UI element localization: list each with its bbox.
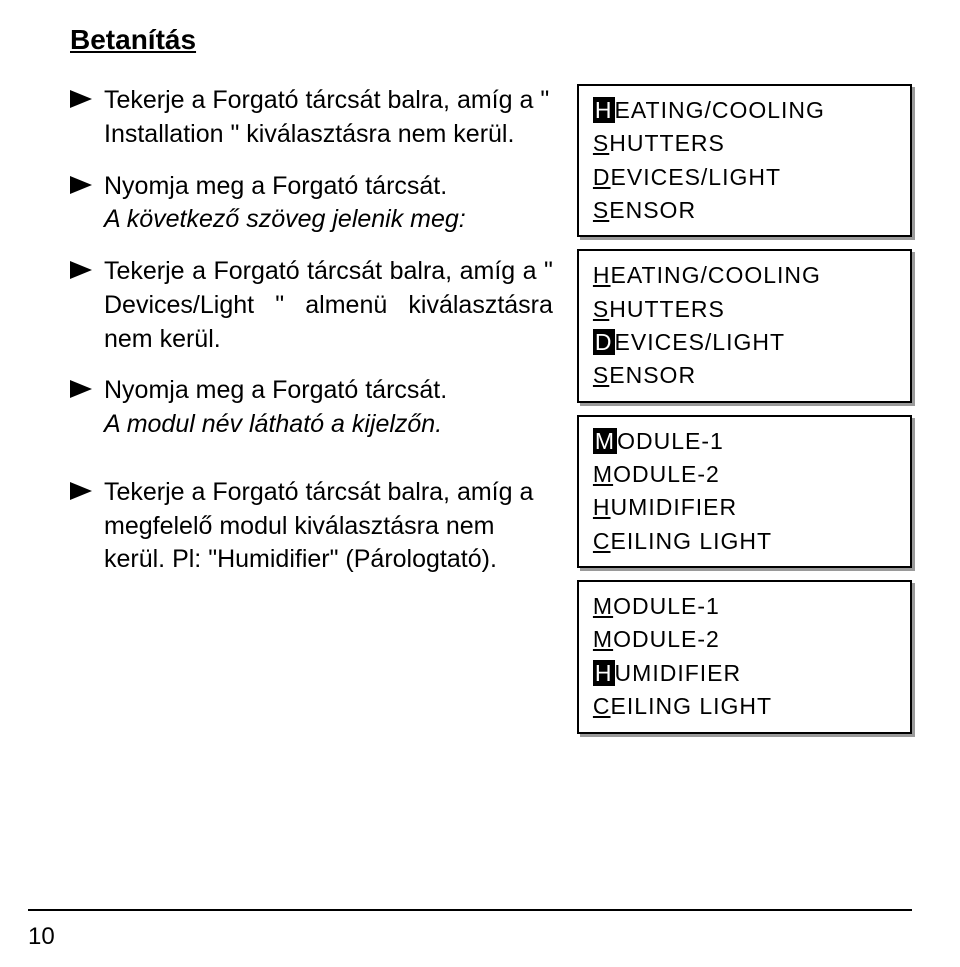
triangle-icon [70,176,92,194]
display-line-rest: UMIDIFIER [615,660,742,686]
display-box-3: MODULE-1MODULE-2HUMIDIFIERCEILING LIGHT [577,415,912,568]
display-line: SENSOR [593,359,896,392]
display-line-prefix: M [593,626,613,652]
right-column: HEATING/COOLINGSHUTTERSDEVICES/LIGHTSENS… [577,84,912,734]
triangle-icon [70,380,92,398]
step-text: Tekerje a Forgató tárcsát balra, amíg a … [104,257,553,353]
display-line: HEATING/COOLING [593,94,896,127]
display-line: CEILING LIGHT [593,690,896,723]
display-box-4: MODULE-1MODULE-2HUMIDIFIERCEILING LIGHT [577,580,912,733]
display-line: MODULE-1 [593,425,896,458]
page-number: 10 [28,923,55,951]
content-columns: Tekerje a Forgató tárcsát balra, amíg a … [70,84,912,734]
display-line-prefix: S [593,362,609,388]
display-line: HEATING/COOLING [593,259,896,292]
display-line-rest: EILING LIGHT [611,528,773,554]
display-line: MODULE-1 [593,590,896,623]
step-text: Nyomja meg a Forgató tárcsát. [104,376,447,404]
display-line-prefix: H [593,494,611,520]
step-1: Tekerje a Forgató tárcsát balra, amíg a … [70,84,553,152]
display-line-rest: EATING/COOLING [615,97,825,123]
display-line-prefix: S [593,296,609,322]
footer-rule [28,909,912,911]
step-text: Nyomja meg a Forgató tárcsát. [104,172,447,200]
step-5: Tekerje a Forgató tárcsát balra, amíg a … [70,476,553,577]
triangle-icon [70,261,92,279]
display-line-prefix: H [593,97,615,123]
display-line-rest: UMIDIFIER [611,494,738,520]
display-line-rest: ODULE-2 [613,461,720,487]
step-text: Tekerje a Forgató tárcsát balra, amíg a … [104,478,533,574]
display-line-rest: EILING LIGHT [611,693,773,719]
display-line: SHUTTERS [593,127,896,160]
display-line-rest: EATING/COOLING [611,262,821,288]
display-box-2: HEATING/COOLINGSHUTTERSDEVICES/LIGHTSENS… [577,249,912,402]
step-subtext: A következő szöveg jelenik meg: [104,205,466,233]
display-line-rest: ODULE-1 [613,593,720,619]
display-line-rest: EVICES/LIGHT [611,164,781,190]
display-line: DEVICES/LIGHT [593,161,896,194]
display-line-prefix: D [593,164,611,190]
display-line-prefix: C [593,693,611,719]
display-line-rest: ENSOR [609,197,696,223]
display-line: HUMIDIFIER [593,657,896,690]
display-line-prefix: H [593,660,615,686]
left-column: Tekerje a Forgató tárcsát balra, amíg a … [70,84,553,734]
display-line: SHUTTERS [593,293,896,326]
step-3: Tekerje a Forgató tárcsát balra, amíg a … [70,255,553,356]
display-line-rest: HUTTERS [609,296,725,322]
display-line-prefix: M [593,461,613,487]
page-title: Betanítás [70,24,912,56]
display-box-1: HEATING/COOLINGSHUTTERSDEVICES/LIGHTSENS… [577,84,912,237]
display-line-prefix: S [593,130,609,156]
step-4: Nyomja meg a Forgató tárcsát. A modul né… [70,374,553,442]
step-2: Nyomja meg a Forgató tárcsát. A következ… [70,170,553,238]
display-line-prefix: H [593,262,611,288]
triangle-icon [70,90,92,108]
step-text: Tekerje a Forgató tárcsát balra, amíg a … [104,86,549,148]
display-line-prefix: S [593,197,609,223]
step-subtext: A modul név látható a kijelzőn. [104,410,442,438]
display-line-prefix: C [593,528,611,554]
display-line: SENSOR [593,194,896,227]
page: Betanítás Tekerje a Forgató tárcsát balr… [0,0,960,967]
display-line-rest: EVICES/LIGHT [615,329,785,355]
display-line: MODULE-2 [593,458,896,491]
display-line-prefix: M [593,593,613,619]
display-line-rest: ODULE-1 [617,428,724,454]
display-line-rest: HUTTERS [609,130,725,156]
triangle-icon [70,482,92,500]
display-line-prefix: M [593,428,617,454]
display-line: DEVICES/LIGHT [593,326,896,359]
display-line: MODULE-2 [593,623,896,656]
display-line-rest: ODULE-2 [613,626,720,652]
display-line-prefix: D [593,329,615,355]
display-line: CEILING LIGHT [593,525,896,558]
display-line: HUMIDIFIER [593,491,896,524]
display-line-rest: ENSOR [609,362,696,388]
